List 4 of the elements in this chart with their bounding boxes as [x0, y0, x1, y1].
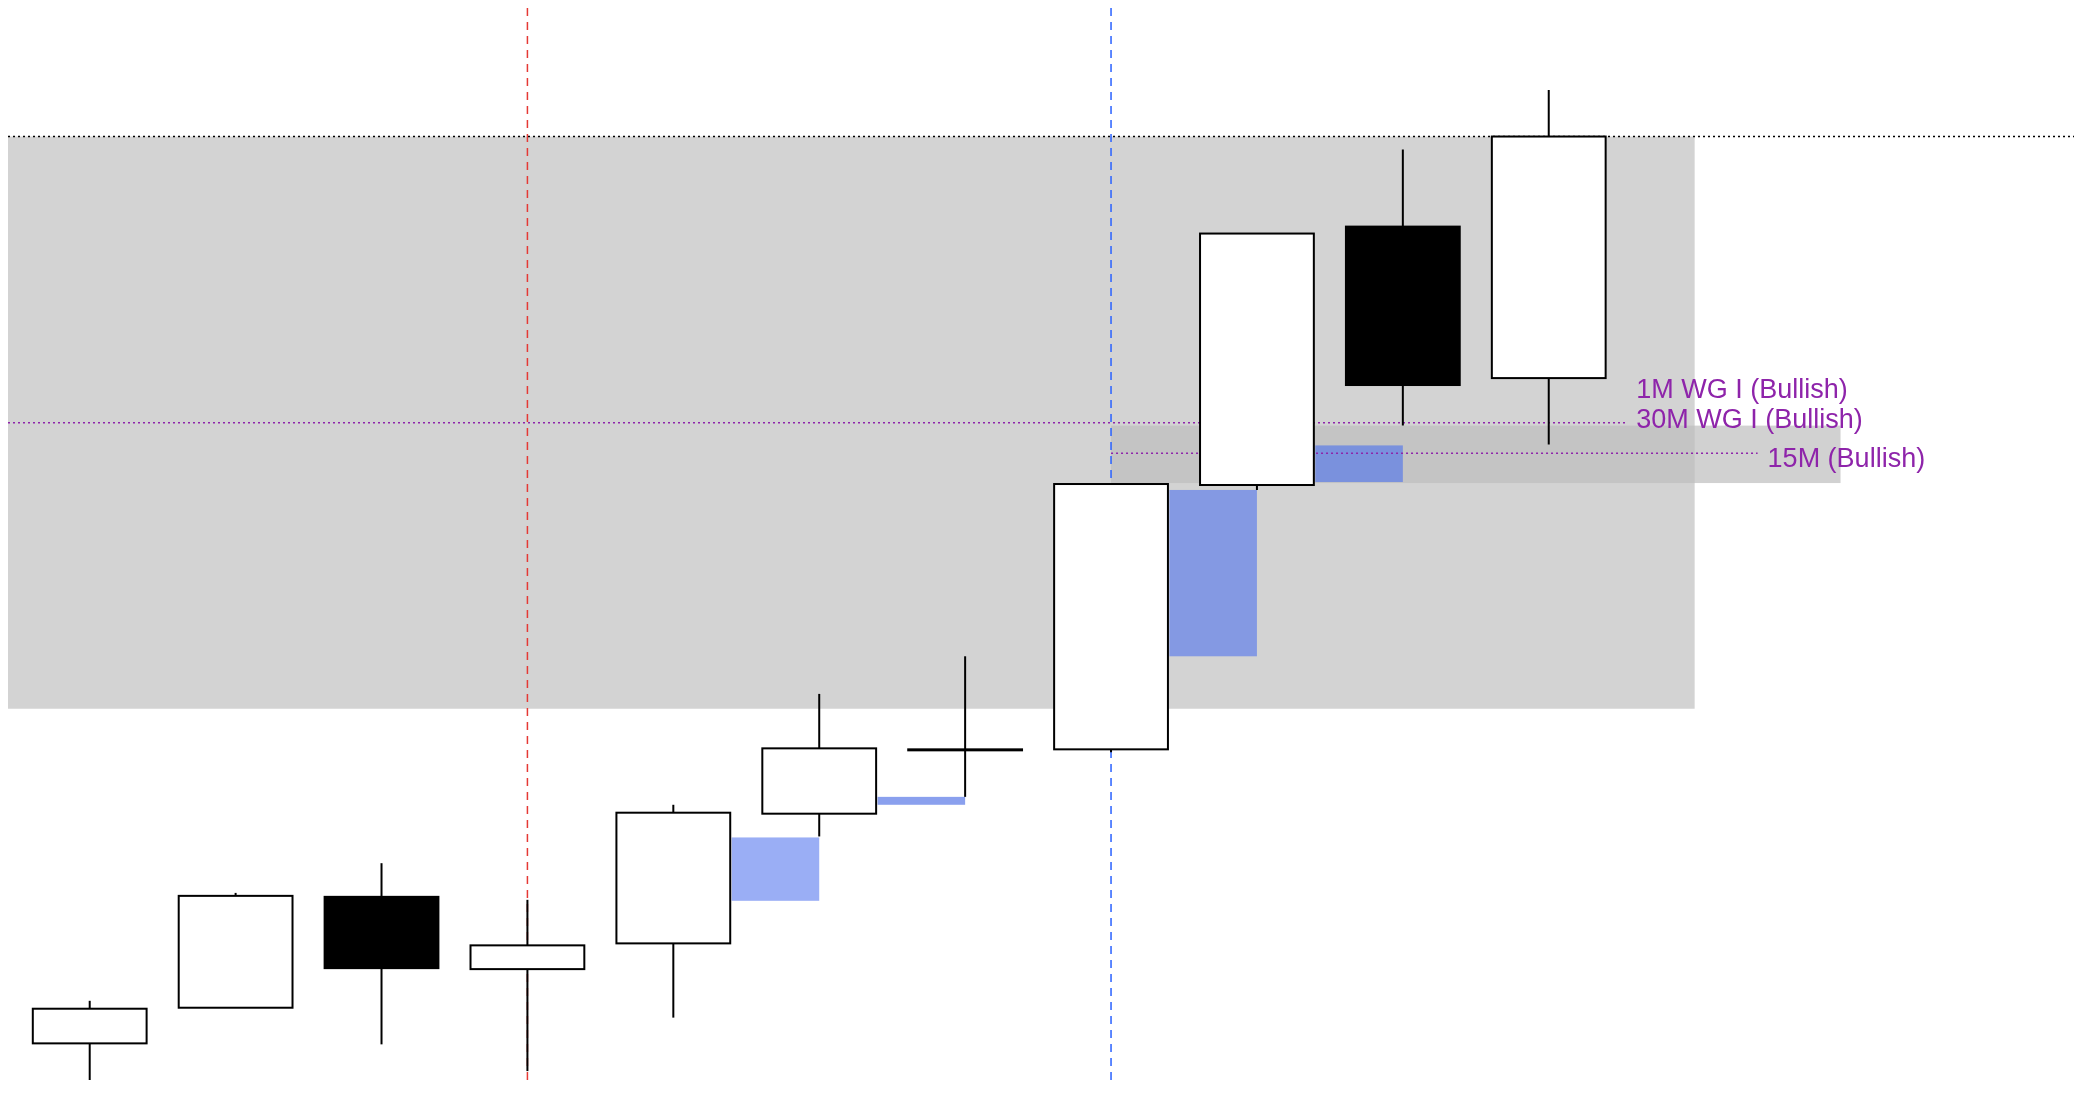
annotation: 1M WG I (Bullish) [1636, 374, 1848, 405]
ref-line-label: 15M (Bullish) [1767, 442, 1926, 473]
ref-line-label: 30M WG I (Bullish) [1636, 404, 1863, 435]
candlestick [907, 655, 1024, 798]
